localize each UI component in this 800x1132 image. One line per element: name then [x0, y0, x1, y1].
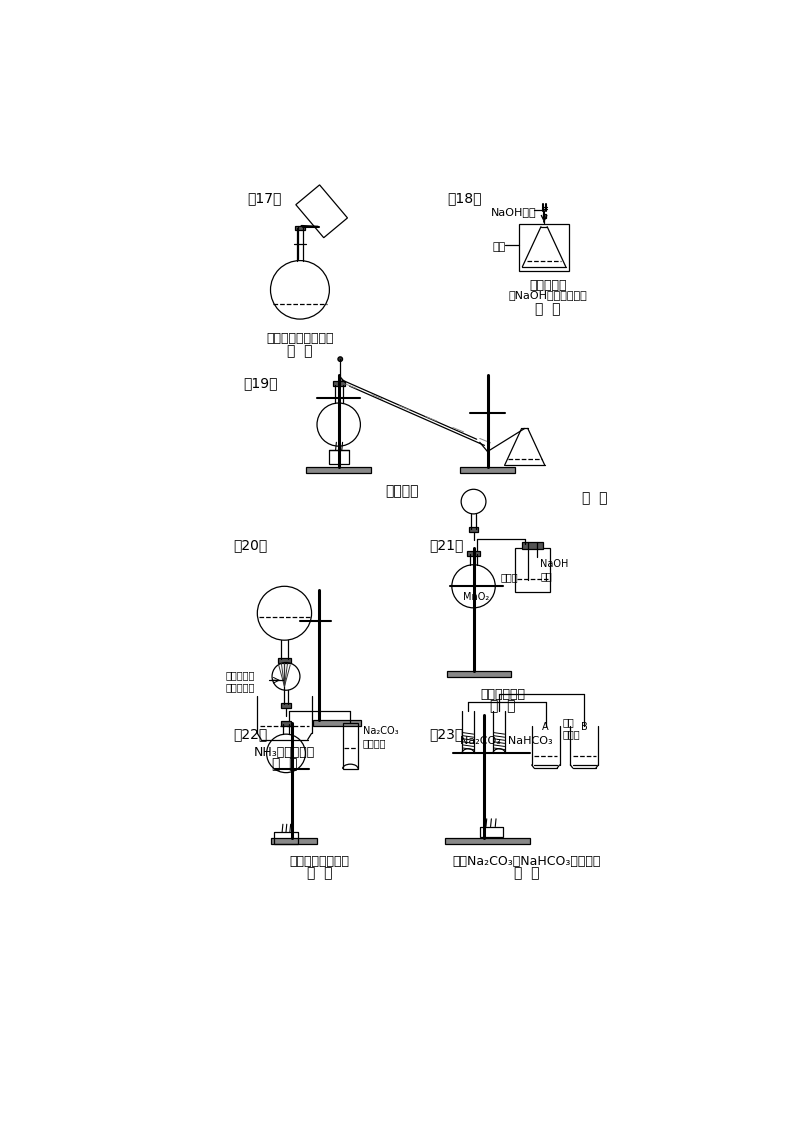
Text: （  ）: （ ）: [490, 700, 516, 713]
Text: 液盐酸: 液盐酸: [501, 573, 518, 583]
Text: （17）: （17）: [247, 191, 282, 205]
Text: （19）: （19）: [243, 376, 278, 391]
Bar: [278, 658, 290, 662]
Bar: [467, 551, 480, 556]
Text: NaOH溶液: NaOH溶液: [491, 207, 537, 217]
Text: 盐酸和酚酞: 盐酸和酚酞: [530, 280, 566, 292]
Text: （18）: （18）: [447, 191, 482, 205]
Text: 配制溶液时转移液体: 配制溶液时转移液体: [266, 332, 334, 345]
Text: B: B: [581, 722, 588, 731]
Bar: [274, 832, 298, 844]
Text: 澄清
石灰水: 澄清 石灰水: [562, 718, 580, 739]
Circle shape: [338, 357, 342, 361]
Text: （  ）: （ ）: [287, 344, 313, 358]
Bar: [515, 548, 550, 592]
Bar: [480, 826, 503, 838]
Bar: [469, 528, 478, 532]
Bar: [313, 720, 361, 726]
Bar: [447, 671, 510, 677]
Text: （  ）: （ ）: [514, 867, 539, 881]
Text: MnO₂: MnO₂: [462, 592, 489, 602]
Bar: [294, 226, 306, 230]
Text: NaOH
溶液: NaOH 溶液: [540, 559, 569, 581]
Text: （23）: （23）: [430, 727, 464, 741]
Bar: [342, 722, 358, 769]
Bar: [519, 224, 569, 272]
Text: 乙醇、冰醋
酸和液硫酸: 乙醇、冰醋 酸和液硫酸: [226, 670, 255, 692]
Text: （22）: （22）: [234, 727, 267, 741]
Text: （21）: （21）: [430, 539, 464, 552]
Bar: [329, 451, 349, 464]
Text: NH₃的喷泉实验: NH₃的喷泉实验: [254, 746, 315, 758]
Text: Na₂CO₃
饱和溶液: Na₂CO₃ 饱和溶液: [362, 727, 398, 748]
Bar: [270, 838, 317, 844]
Bar: [445, 838, 530, 844]
Bar: [306, 466, 371, 473]
Text: 实验室制氯气: 实验室制氯气: [481, 688, 526, 701]
Text: 蒸馏石油: 蒸馏石油: [386, 483, 419, 498]
Text: （  ）: （ ）: [306, 867, 332, 881]
Text: 用NaOH溶液滴定盐酸: 用NaOH溶液滴定盐酸: [509, 290, 587, 300]
Text: 比较Na₂CO₃、NaHCO₃的稳定性: 比较Na₂CO₃、NaHCO₃的稳定性: [452, 855, 601, 868]
Text: Na₂CO₃  NaHCO₃: Na₂CO₃ NaHCO₃: [460, 737, 553, 746]
Text: （  ）: （ ）: [582, 491, 607, 506]
Text: A: A: [542, 722, 549, 731]
Text: 白纸: 白纸: [492, 242, 506, 252]
Bar: [281, 721, 291, 726]
Text: （20）: （20）: [234, 539, 267, 552]
Bar: [542, 214, 546, 218]
Bar: [282, 703, 290, 708]
Text: （  ）: （ ）: [535, 302, 561, 316]
Text: （  ）: （ ）: [272, 757, 298, 771]
Bar: [522, 541, 543, 549]
Text: 实验室制乙酸乙酯: 实验室制乙酸乙酯: [290, 855, 350, 868]
Bar: [333, 381, 345, 386]
Bar: [460, 466, 514, 473]
